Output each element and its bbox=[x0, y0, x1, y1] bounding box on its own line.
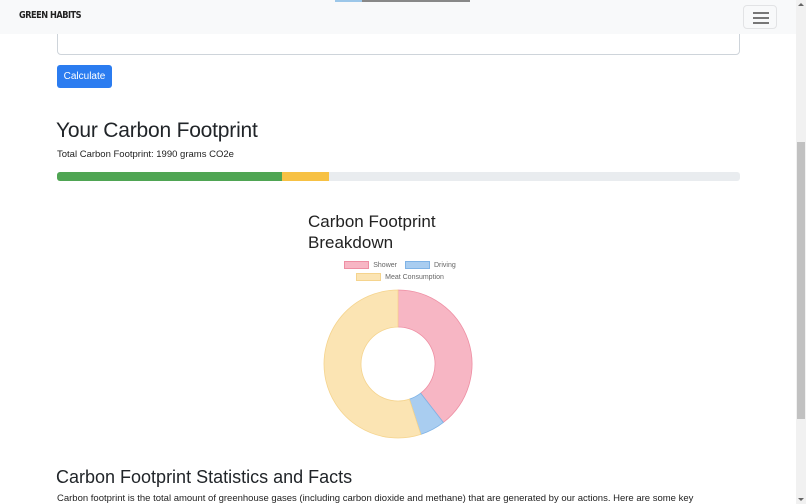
legend-label: Driving bbox=[433, 261, 456, 269]
donut-slice-meat-consumption[interactable] bbox=[323, 289, 422, 439]
progress-segment-yellow bbox=[282, 172, 329, 181]
navbar: GREEN HABITS bbox=[0, 0, 796, 34]
hamburger-menu-icon bbox=[753, 12, 769, 14]
legend-item-driving[interactable]: Driving bbox=[404, 261, 456, 269]
results-heading: Your Carbon Footprint bbox=[56, 119, 258, 142]
navbar-toggler-button[interactable] bbox=[743, 5, 777, 29]
scroll-down-arrow-icon[interactable] bbox=[798, 498, 804, 501]
legend-label: Shower bbox=[373, 261, 397, 269]
legend-swatch-meat bbox=[356, 273, 382, 281]
scrollbar-thumb[interactable] bbox=[797, 142, 805, 419]
legend-item-meat-consumption[interactable]: Meat Consumption bbox=[356, 273, 444, 281]
scroll-up-arrow-icon[interactable] bbox=[798, 3, 804, 6]
brand-logo[interactable]: GREEN HABITS bbox=[19, 10, 82, 21]
progress-segment-green bbox=[57, 172, 283, 181]
total-footprint-text: Total Carbon Footprint: 1990 grams CO2e bbox=[57, 149, 234, 160]
stats-paragraph: Carbon footprint is the total amount of … bbox=[57, 493, 694, 504]
legend-swatch-shower bbox=[344, 261, 370, 269]
top-indicator bbox=[335, 0, 470, 2]
calculate-button[interactable]: Calculate bbox=[57, 65, 112, 88]
donut-slice-shower[interactable] bbox=[397, 289, 473, 424]
legend-item-shower[interactable]: Shower bbox=[344, 261, 397, 269]
donut-chart[interactable] bbox=[323, 289, 473, 439]
chart-legend: Shower Driving Meat Consumption bbox=[320, 261, 480, 285]
legend-label: Meat Consumption bbox=[385, 273, 444, 281]
chart-title: Carbon Footprint Breakdown bbox=[308, 212, 436, 252]
vertical-scrollbar[interactable] bbox=[796, 0, 806, 504]
footprint-progress-bar bbox=[57, 172, 740, 181]
legend-swatch-driving bbox=[404, 261, 430, 269]
stats-heading: Carbon Footprint Statistics and Facts bbox=[56, 467, 353, 487]
